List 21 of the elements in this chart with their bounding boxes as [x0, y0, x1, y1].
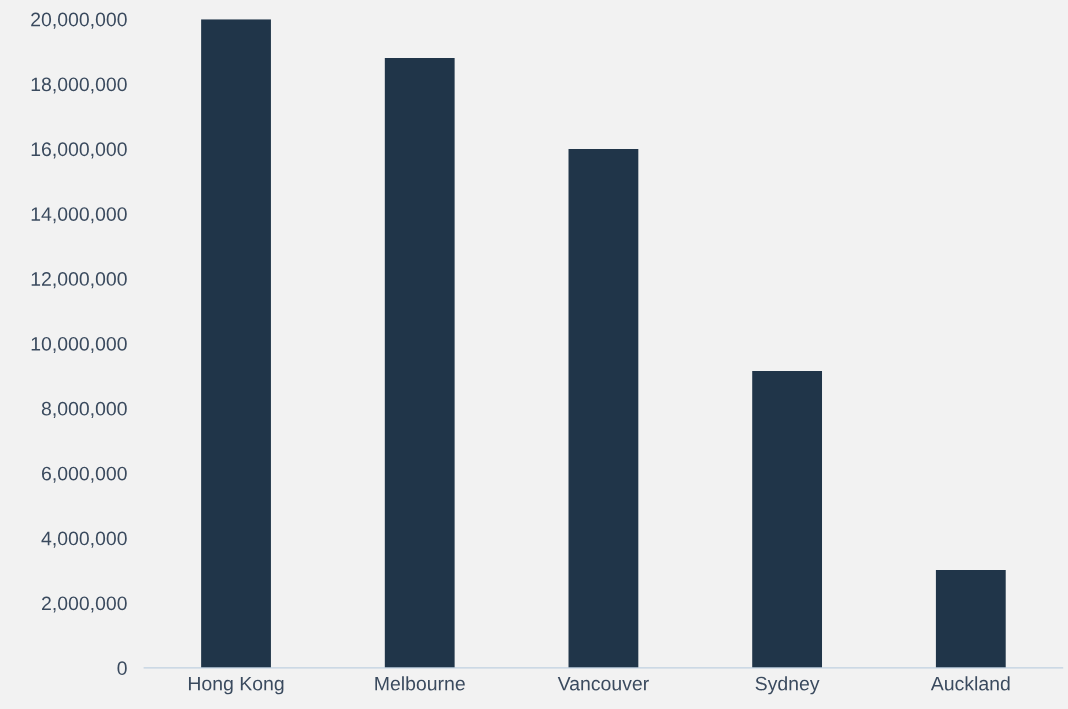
y-tick-label: 0: [117, 661, 127, 676]
x-tick-label: Sydney: [755, 676, 820, 695]
y-tick-label: 6,000,000: [42, 466, 127, 483]
y-tick-label: 18,000,000: [31, 77, 127, 94]
y-tick-label: 10,000,000: [31, 336, 127, 354]
y-tick-label: 14,000,000: [31, 207, 127, 224]
y-tick-label: 20,000,000: [31, 12, 127, 29]
y-tick-label: 2,000,000: [42, 596, 127, 613]
y-tick-label: 16,000,000: [31, 142, 127, 159]
x-tick-label: Auckland: [930, 676, 1010, 691]
bar: [568, 148, 639, 668]
y-tick-label: 8,000,000: [41, 401, 127, 418]
x-tick-label: Hong Kong: [188, 676, 284, 695]
x-tick-label: Melbourne: [375, 676, 465, 691]
bar: [752, 371, 823, 668]
bar: [935, 569, 1006, 668]
bar: [201, 19, 271, 668]
y-tick-label: 4,000,000: [41, 531, 127, 548]
y-tick-label: 12,000,000: [31, 272, 127, 289]
bar: [384, 58, 455, 668]
x-tick-label: Vancouver: [557, 676, 649, 691]
